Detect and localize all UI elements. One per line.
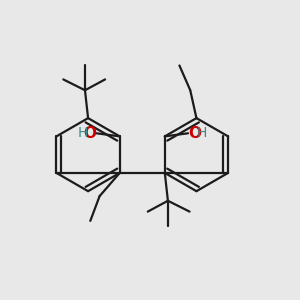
Text: O: O <box>189 126 202 141</box>
Text: H: H <box>77 126 88 140</box>
Text: O: O <box>83 126 96 141</box>
Text: H: H <box>197 126 207 140</box>
